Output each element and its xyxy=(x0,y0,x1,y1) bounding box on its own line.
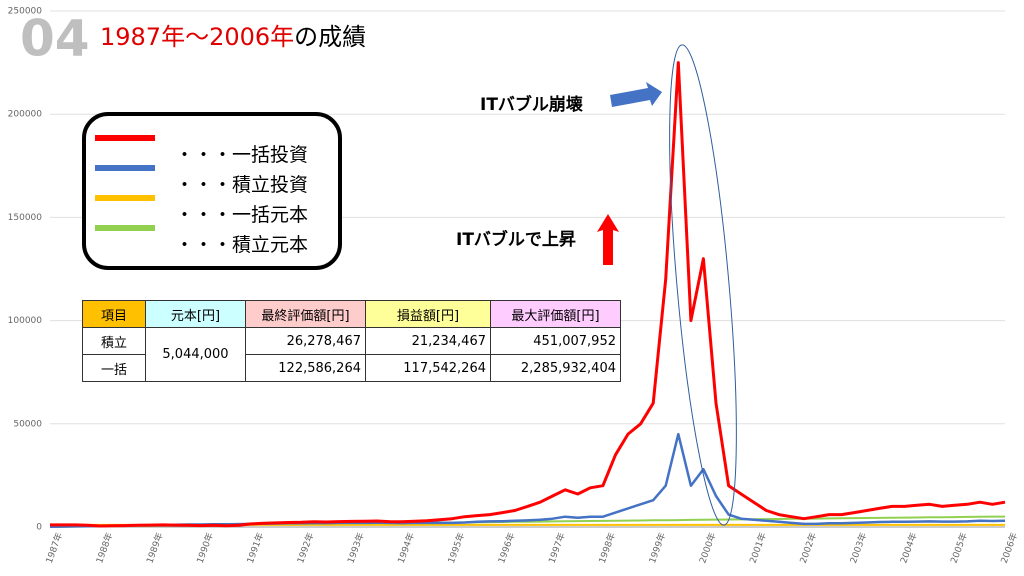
x-tick-label: 2001年 xyxy=(747,531,769,565)
cell: 117,542,264 xyxy=(365,354,491,382)
x-tick-label: 1998年 xyxy=(596,531,618,565)
arrow xyxy=(610,82,662,107)
x-tick-label: 1988年 xyxy=(93,531,115,565)
y-tick-label: 0 xyxy=(36,523,42,533)
row-label: 積立 xyxy=(82,327,146,355)
y-tick-label: 250000 xyxy=(8,7,43,17)
header-cell: 最終評価額[円] xyxy=(245,300,366,328)
x-tick-label: 1989年 xyxy=(144,531,166,565)
legend-separator: ・・・ xyxy=(175,234,232,256)
x-tick-label: 1990年 xyxy=(194,531,216,565)
x-tick-label: 1996年 xyxy=(495,531,517,565)
y-tick-label: 150000 xyxy=(8,213,43,223)
title-highlight: 1987年～2006年 xyxy=(100,23,294,51)
x-tick-label: 1994年 xyxy=(395,531,417,565)
x-tick-label: 2003年 xyxy=(847,531,869,565)
legend-entry: ・・・積立投資 xyxy=(175,174,308,196)
x-tick-label: 1993年 xyxy=(345,531,367,565)
annotation: ITバブル崩壊 xyxy=(480,94,584,115)
x-tick-label: 2005年 xyxy=(948,531,970,565)
cell: 122,586,264 xyxy=(245,354,366,382)
cell: 451,007,952 xyxy=(490,327,621,355)
annotation: ITバブルで上昇 xyxy=(456,229,576,250)
legend-label: 積立投資 xyxy=(232,174,308,196)
cell: 5,044,000 xyxy=(145,327,246,382)
header-cell: 最大評価額[円] xyxy=(490,300,621,328)
x-tick-label: 1991年 xyxy=(244,531,266,565)
cell: 26,278,467 xyxy=(245,327,366,355)
x-tick-label: 1992年 xyxy=(294,531,316,565)
y-tick-label: 200000 xyxy=(8,110,43,120)
x-tick-label: 2004年 xyxy=(897,531,919,565)
arrow xyxy=(597,214,619,265)
cell: 2,285,932,404 xyxy=(490,354,621,382)
series-line xyxy=(50,61,1006,528)
header-cell: 損益額[円] xyxy=(365,300,491,328)
header-cell: 元本[円] xyxy=(145,300,246,328)
legend-separator: ・・・ xyxy=(175,204,232,226)
x-tick-label: 1987年 xyxy=(43,531,65,565)
y-tick-label: 50000 xyxy=(13,419,42,429)
header-cell: 項目 xyxy=(82,300,146,328)
title: 1987年～2006年の成績 xyxy=(100,23,366,51)
cell: 21,234,467 xyxy=(365,327,491,355)
x-tick-label: 2000年 xyxy=(696,531,718,565)
x-tick-label: 1995年 xyxy=(445,531,467,565)
title-rest: の成績 xyxy=(294,23,366,51)
legend-entry: ・・・一括投資 xyxy=(175,144,308,166)
legend-label: 積立元本 xyxy=(232,234,308,256)
legend-entry: ・・・積立元本 xyxy=(175,234,308,256)
y-tick-label: 100000 xyxy=(8,316,43,326)
legend-separator: ・・・ xyxy=(175,144,232,166)
x-tick-label: 1999年 xyxy=(646,531,668,565)
slide-number: 04 xyxy=(20,10,90,68)
x-tick-label: 2002年 xyxy=(797,531,819,565)
legend-separator: ・・・ xyxy=(175,174,232,196)
legend-label: 一括投資 xyxy=(232,144,308,166)
row-label: 一括 xyxy=(82,354,146,382)
legend-entry: ・・・一括元本 xyxy=(175,204,308,226)
summary-table: 項目 元本[円] 最終評価額[円] 損益額[円] 最大評価額[円] 積立 5,0… xyxy=(82,300,621,382)
x-tick-label: 1997年 xyxy=(546,531,568,565)
series-line xyxy=(49,432,1006,529)
x-tick-label: 2006年 xyxy=(998,531,1020,565)
highlight-ellipse xyxy=(669,44,737,526)
legend-label: 一括元本 xyxy=(232,204,308,226)
